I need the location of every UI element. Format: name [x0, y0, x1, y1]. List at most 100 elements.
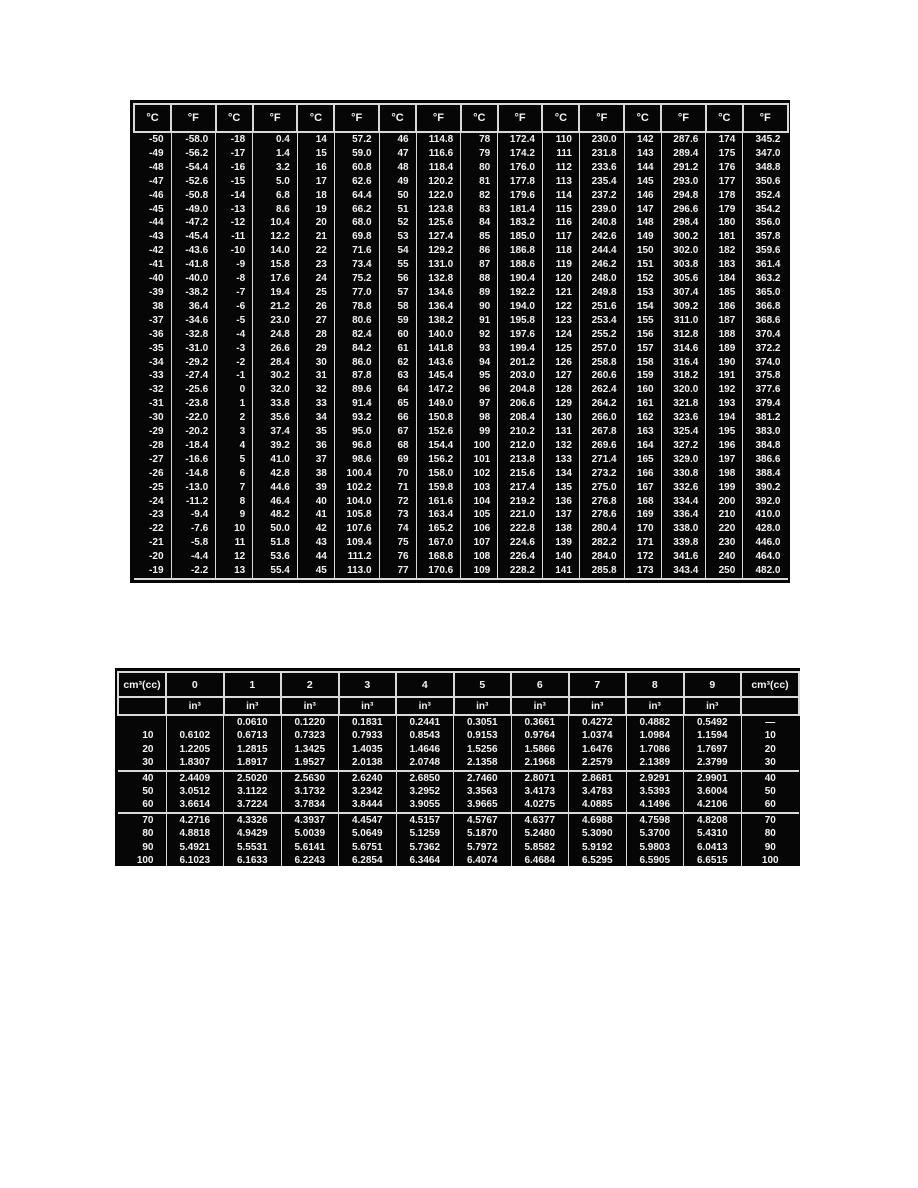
temp-fahrenheit-cell: 266.0	[578, 411, 625, 426]
vol-value-cell: 2.9901	[683, 770, 741, 786]
vol-value-cell: 3.7834	[280, 798, 339, 814]
temp-celsius-cell: 197	[705, 452, 743, 467]
temp-celsius-cell: 179	[705, 202, 743, 217]
temp-celsius-cell: 133	[541, 452, 580, 467]
temp-celsius-cell: 137	[541, 508, 580, 523]
vol-value-cell: 2.8071	[510, 770, 569, 786]
vol-value-cell: 5.6141	[280, 840, 339, 855]
temp-fahrenheit-cell: 212.0	[497, 438, 543, 453]
temp-fahrenheit-cell: 307.4	[660, 285, 706, 300]
temp-fahrenheit-cell: 363.2	[742, 272, 788, 286]
vol-value-cell: 1.4646	[395, 742, 454, 757]
vol-row-label	[118, 715, 166, 729]
temp-celsius-cell: -44	[149, 217, 164, 229]
table-row: 10 0.6102 0.6713 0.7323 0.7933 0.8543 0.9153 0.…	[118, 729, 799, 743]
temp-celsius-cell: 198	[705, 466, 743, 481]
vol-value-cell: 0.9153	[453, 729, 511, 743]
temp-celsius-cell: -3	[215, 341, 253, 356]
vol-value-cell: 5.6751	[338, 840, 396, 855]
temp-celsius-cell: -25	[149, 481, 164, 493]
temp-celsius-cell: 61	[378, 341, 417, 356]
temp-fahrenheit-cell: 206.6	[497, 397, 543, 412]
temp-celsius-cell: 143	[623, 146, 662, 161]
vol-value-cell: 5.9803	[625, 840, 684, 855]
temp-fahrenheit-cell: 321.8	[660, 397, 706, 412]
temp-fahrenheit-cell: 69.8	[333, 230, 380, 245]
temp-celsius-cell: -36	[149, 328, 164, 340]
temp-celsius-cell: 180	[705, 216, 743, 231]
temp-fahrenheit-cell: 77.0	[333, 285, 380, 300]
temp-celsius-cell: 91	[460, 313, 498, 328]
temp-celsius-cell: 51	[378, 202, 417, 217]
temp-celsius-cell: 163	[623, 425, 662, 439]
vol-value-cell: 6.5295	[568, 854, 626, 866]
temp-celsius-cell: 181	[705, 230, 743, 245]
temp-fahrenheit-cell: 95.0	[333, 425, 380, 439]
temp-celsius-cell: -7	[215, 285, 253, 300]
temp-fahrenheit-cell: -13.0	[170, 480, 216, 495]
temp-celsius-cell: -14	[215, 188, 253, 203]
temp-fahrenheit-cell: 320.0	[660, 383, 706, 398]
temp-celsius-cell: 97	[460, 397, 498, 412]
temp-celsius-cell: 142	[623, 132, 662, 147]
temp-celsius-cell: 32	[296, 383, 335, 398]
vol-value-cell: 2.1968	[510, 756, 569, 772]
temp-celsius-cell: 36	[296, 438, 335, 453]
table-row: -42 -43.6 -10 14.0 22 71.6 54 129.2 86 186.8 118 24…	[134, 244, 788, 259]
temp-celsius-cell: 191	[705, 369, 743, 384]
vol-value-cell: 1.3425	[280, 742, 339, 757]
vol-value-cell: 4.5157	[395, 812, 454, 828]
vol-digit-header: 2	[280, 671, 340, 698]
vol-value-cell: 3.4783	[568, 785, 626, 799]
temp-fahrenheit-cell: 116.6	[415, 146, 461, 161]
vol-value-cell: 5.7362	[395, 840, 454, 855]
temp-celsius-cell: 64	[378, 383, 417, 398]
temp-fahrenheit-cell: -58.0	[170, 132, 216, 147]
table-row: -21 -5.8 11 51.8 43 109.4 75 167.0 107 224.6 139 28…	[134, 536, 788, 551]
temp-fahrenheit-cell: 109.4	[333, 536, 380, 551]
temp-fahrenheit-cell: 149.0	[415, 397, 461, 412]
temp-celsius-cell: 76	[378, 550, 417, 565]
temp-fahrenheit-cell: 167.0	[415, 536, 461, 551]
temp-fahrenheit-cell: 368.6	[742, 313, 788, 328]
vol-value-cell: 4.5767	[453, 812, 511, 828]
vol-value-cell: 3.9055	[395, 798, 454, 814]
vol-value-cell: 4.1496	[625, 798, 684, 814]
temp-celsius-cell: 150	[623, 244, 662, 259]
temp-celsius-cell: 26	[296, 299, 335, 314]
table-row: -37 -34.6 -5 23.0 27 80.6 59 138.2 91 195.8 123 253…	[134, 313, 788, 328]
temp-fahrenheit-cell: 311.0	[660, 313, 706, 328]
temp-celsius-cell: 96	[460, 383, 498, 398]
vol-table-body: 0.0610 0.1220 0.1831 0.2441 0.3051 0.3661 0.42…	[118, 715, 799, 866]
temp-celsius-cell: 220	[705, 522, 743, 537]
temp-fahrenheit-cell: 329.0	[660, 452, 706, 467]
vol-value-cell: 5.8582	[510, 840, 569, 855]
temp-fahrenheit-cell: 240.8	[578, 216, 625, 231]
table-row: -47 -52.6 -15 5.0 17 62.6 49 120.2 81 177.8 113 235…	[134, 174, 788, 189]
vol-digit-header: 0	[165, 671, 225, 698]
table-row: -49 -56.2 -17 1.4 15 59.0 47 116.6 79 174.2 111 231…	[134, 146, 788, 161]
temp-celsius-cell: 33	[296, 397, 335, 412]
temp-fahrenheit-cell: 154.4	[415, 438, 461, 453]
volume-conversion-table: cm³(cc) 0 1 2 3 4 5 6 7 8 9 cm³(cc) in³ in³ in³ in³ in³ i…	[115, 668, 800, 866]
temp-celsius-cell: 189	[705, 341, 743, 356]
temp-fahrenheit-cell: 255.2	[578, 327, 625, 342]
temp-celsius-cell: 194	[705, 411, 743, 426]
vol-value-cell: 0.7933	[338, 729, 396, 743]
table-row: -34 -29.2 -2 28.4 30 86.0 62 143.6 94 201.2 126 258…	[134, 355, 788, 370]
vol-value-cell: 3.6004	[683, 785, 741, 799]
vol-right-label: 100	[740, 854, 799, 866]
temp-celsius-cell: 114	[541, 188, 580, 203]
temp-fahrenheit-cell: 145.4	[415, 369, 461, 384]
temp-fahrenheit-cell: 347.0	[742, 146, 788, 161]
vol-right-label: 30	[740, 756, 799, 772]
table-row: -22 -7.6 10 50.0 42 107.6 74 165.2 106 222.8 138 28…	[134, 522, 788, 537]
temp-fahrenheit-cell: 42.8	[252, 466, 298, 481]
temp-fahrenheit-cell: -16.6	[170, 452, 216, 467]
temp-fahrenheit-cell: 6.8	[252, 188, 298, 203]
temp-fahrenheit-cell: 208.4	[497, 411, 543, 426]
temp-celsius-cell: 140	[541, 550, 580, 565]
temp-celsius-cell: 151	[623, 258, 662, 273]
vol-unit-header: in³	[337, 696, 397, 716]
temp-celsius-cell: 116	[541, 216, 580, 231]
